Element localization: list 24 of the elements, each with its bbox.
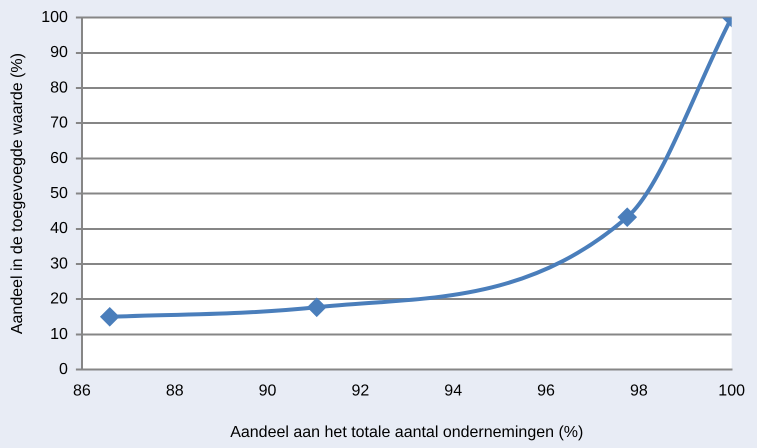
y-tick-label: 70: [50, 114, 68, 132]
y-tick-label: 10: [50, 326, 68, 343]
x-tick-label: 96: [537, 382, 556, 400]
x-tick-label: 86: [72, 382, 91, 400]
x-tick-label: 88: [166, 382, 184, 400]
y-tick-label: 20: [50, 290, 68, 308]
x-tick-label: 92: [351, 382, 370, 400]
y-tick-label: 90: [50, 44, 68, 62]
x-tick-label: 98: [630, 382, 648, 400]
y-axis-title: Aandeel in de toegevoegde waarde (%): [9, 53, 26, 334]
x-axis-title: Aandeel aan het totale aantal ondernemingen (%): [230, 424, 584, 441]
point: [308, 298, 326, 316]
y-tick-label: 30: [50, 255, 68, 272]
y-tick-label: 60: [50, 150, 68, 167]
x-tick-label: 90: [258, 382, 277, 400]
y-tick-label: 50: [50, 185, 68, 202]
x-tick-label: 94: [444, 382, 462, 400]
point: [618, 208, 636, 226]
x-tick-label: 100: [718, 382, 746, 400]
point: [100, 308, 119, 326]
y-tick-label: 40: [50, 220, 68, 238]
y-tick-label: 80: [50, 79, 68, 96]
y-tick-label: 0: [58, 361, 68, 378]
y-tick-label: 100: [41, 9, 68, 26]
